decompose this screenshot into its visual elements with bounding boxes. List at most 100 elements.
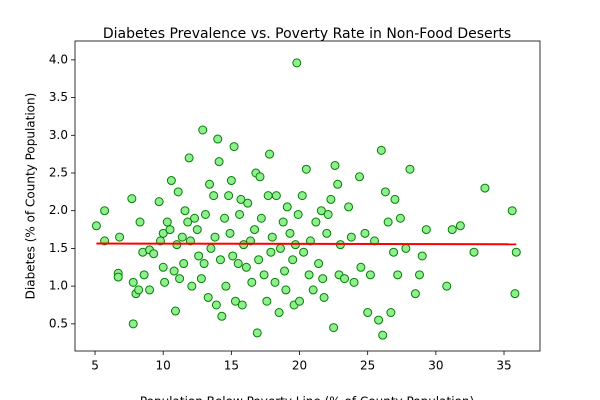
x-tick-label: 5 [91,359,99,373]
scatter-point [507,206,517,216]
scatter-point [175,274,185,284]
scatter-point [166,176,176,186]
scatter-point [455,221,465,231]
scatter-point [267,232,277,242]
scatter-point [270,277,280,287]
y-tick-label: 2.0 [49,203,68,217]
scatter-point [281,285,291,295]
y-tick-label: 2.5 [49,165,68,179]
scatter-point [128,319,138,329]
scatter-point [360,228,370,238]
y-tick-label: 0.5 [49,316,68,330]
y-tick-label: 3.0 [49,128,68,142]
scatter-point [414,270,424,280]
scatter-point [154,197,164,207]
scatter-point [447,225,457,235]
scatter-point [254,255,264,265]
scatter-point [139,270,149,280]
scatter-point [319,292,329,302]
scatter-point [226,176,236,186]
scatter-point [378,330,388,340]
scatter-point [271,191,281,201]
scatter-point [243,198,253,208]
scatter-point [390,194,400,204]
scatter-point [297,191,307,201]
scatter-point [115,232,125,242]
scatter-point [255,172,265,182]
scatter-point [221,281,231,291]
scatter-point [363,308,373,318]
scatter-point [259,270,269,280]
scatter-point [158,228,168,238]
x-tick-label: 30 [428,359,443,373]
scatter-point [214,157,224,167]
scatter-point [356,262,366,272]
scatter-point [288,255,298,265]
scatter-point [380,187,390,197]
scatter-point [304,270,314,280]
scatter-point [469,247,479,257]
scatter-point [237,300,247,310]
x-tick-label: 35 [496,359,511,373]
scatter-point [135,217,145,227]
scatter-point [386,308,396,318]
scatter-point [233,259,243,269]
scatter-point [145,285,155,295]
scatter-point [165,225,175,235]
scatter-point [180,206,190,216]
scatter-point [389,247,399,257]
scatter-point [295,296,305,306]
scatter-point [292,58,302,68]
scatter-point [194,251,204,261]
scatter-point [224,191,234,201]
scatter-point [265,149,275,159]
scatter-point [322,228,332,238]
scatter-point [184,153,194,163]
scatter-point [162,217,172,227]
scatter-point [301,164,311,174]
y-axis-label: Diabetes (% of County Population) [24,93,38,300]
scatter-point [206,243,216,253]
scatter-point [262,296,272,306]
scatter-point [293,209,303,219]
scatter-point [190,213,200,223]
scatter-point [213,134,223,144]
scatter-point [318,274,328,284]
scatter-point [256,213,266,223]
scatter-point [282,202,292,212]
y-tick-label: 4.0 [49,52,68,66]
scatter-point [263,191,273,201]
y-tick-label: 1.5 [49,241,68,255]
scatter-point [100,206,110,216]
scatter-point [211,300,221,310]
scatter-point [480,183,490,193]
scatter-point [205,179,215,189]
scatter-point [266,247,276,257]
scatter-point [217,311,227,321]
scatter-point [510,289,520,299]
scatter-point [127,194,137,204]
x-tick-label: 15 [224,359,239,373]
scatter-point [274,308,284,318]
scatter-point [285,228,295,238]
scatter-point [511,247,521,257]
scatter-point [401,243,411,253]
scatter-point [209,191,219,201]
scatter-point [236,194,246,204]
scatter-point [235,209,245,219]
scatter-point [210,232,220,242]
scatter-point [365,270,375,280]
scatter-point [280,266,290,276]
scatter-point [393,270,403,280]
scatter-point [421,225,431,235]
scatter-point [308,285,318,295]
scatter-point [192,225,202,235]
scatter-point [198,125,208,135]
scatter-point [383,217,393,227]
scatter-point [405,164,415,174]
scatter-point [149,249,159,259]
x-tick-label: 10 [156,359,171,373]
scatter-point [247,277,257,287]
plot-frame [74,40,541,352]
